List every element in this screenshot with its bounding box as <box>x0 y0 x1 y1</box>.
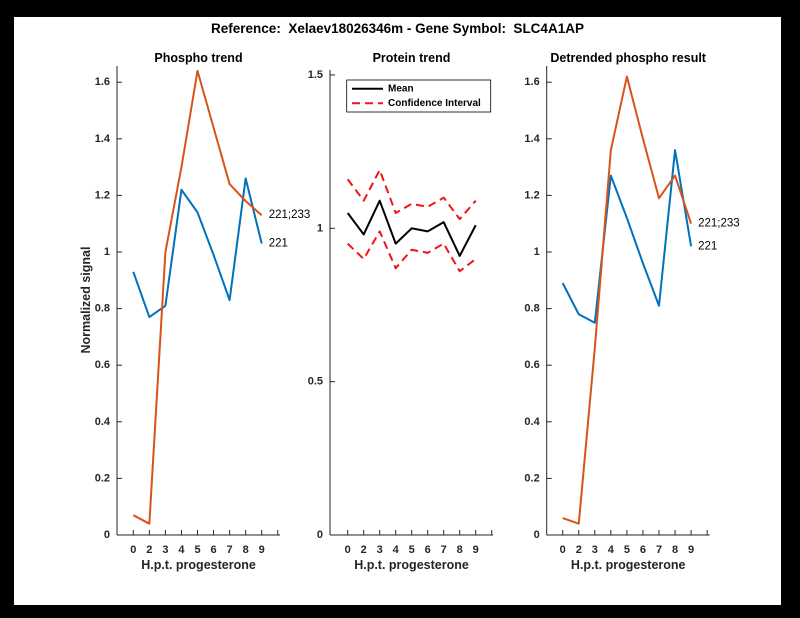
x-tick-label: 2 <box>146 544 152 556</box>
legend-label: Mean <box>388 83 414 94</box>
x-tick-label: 3 <box>162 544 168 556</box>
x-tick-label: 5 <box>624 544 630 556</box>
x-axis-label: H.p.t. progesterone <box>354 558 469 572</box>
y-tick-label: 1.4 <box>524 133 540 145</box>
panel-phospho-trend: 0 2 3 4 5 6 7 8 900.20.40.60.811.21.41.6Phospho … <box>79 51 310 572</box>
series-line-mean <box>346 199 477 257</box>
y-tick-label: 0.5 <box>308 376 323 388</box>
y-tick-label: 0.4 <box>95 416 111 428</box>
y-tick-label: 1 <box>104 246 110 258</box>
y-tick-label: 1 <box>317 222 323 234</box>
x-tick-label: 6 <box>640 544 646 556</box>
x-tick-label: 7 <box>227 544 233 556</box>
y-tick-label: 1.6 <box>95 76 110 88</box>
y-tick-label: 0.4 <box>524 416 540 428</box>
series-end-label: 221;233 <box>698 218 740 230</box>
x-tick-label: 4 <box>393 544 400 556</box>
y-tick-label: 0 <box>104 529 110 541</box>
x-tick-label: 6 <box>210 544 216 556</box>
x-tick-label: 2 <box>576 544 582 556</box>
series-end-label: 221 <box>269 238 288 250</box>
series-end-label: 221 <box>698 240 717 252</box>
y-tick-label: 0.2 <box>524 472 539 484</box>
y-axis-label: Normalized signal <box>79 247 93 354</box>
panel-title: Protein trend <box>373 51 451 65</box>
series-line-221-233 <box>132 69 263 525</box>
x-tick-label: 9 <box>473 544 479 556</box>
x-tick-label: 7 <box>656 544 662 556</box>
series-line-confidence-interval-upper <box>346 169 477 221</box>
y-tick-label: 0.8 <box>95 303 110 315</box>
legend: Mean Confidence Interval <box>346 79 492 113</box>
x-tick-label: 3 <box>592 544 598 556</box>
panel-title: Detrended phospho result <box>550 51 706 65</box>
y-tick-label: 1.2 <box>95 189 110 201</box>
x-tick-label: 8 <box>243 544 249 556</box>
x-tick-label: 5 <box>194 544 200 556</box>
series-line-221-233 <box>562 75 693 525</box>
x-tick-label: 5 <box>409 544 415 556</box>
x-tick-label: 9 <box>259 544 265 556</box>
y-tick-label: 1.5 <box>308 69 323 81</box>
y-tick-label: 1.2 <box>524 189 539 201</box>
y-tick-label: 1 <box>534 246 540 258</box>
y-tick-label: 1.6 <box>524 76 539 88</box>
figure-canvas: Reference: Xelaev18026346m - Gene Symbol… <box>14 17 781 605</box>
y-tick-label: 1.4 <box>95 133 111 145</box>
y-tick-label: 0.8 <box>524 303 539 315</box>
legend-label: Confidence Interval <box>388 98 481 109</box>
y-tick-label: 0.6 <box>524 359 539 371</box>
x-tick-label: 3 <box>377 544 383 556</box>
panels-group: 0 2 3 4 5 6 7 8 900.20.40.60.811.21.41.6Phospho … <box>79 51 740 572</box>
x-tick-label: 0 <box>560 544 566 556</box>
series-end-label: 221;233 <box>269 209 311 221</box>
x-tick-label: 7 <box>441 544 447 556</box>
y-tick-label: 0 <box>534 529 540 541</box>
panel-detrended-phospho-result: 0 2 3 4 5 6 7 8 900.20.40.60.811.21.41.6Detrende… <box>524 51 739 572</box>
y-tick-label: 0.2 <box>95 472 110 484</box>
x-tick-label: 4 <box>608 544 615 556</box>
x-tick-label: 8 <box>457 544 463 556</box>
x-tick-label: 8 <box>672 544 678 556</box>
x-axis-label: H.p.t. progesterone <box>571 558 686 572</box>
x-tick-label: 0 <box>130 544 136 556</box>
series-line-221 <box>561 149 693 324</box>
x-axis-label: H.p.t. progesterone <box>141 558 256 572</box>
legend-box <box>346 79 492 113</box>
panel-title: Phospho trend <box>154 51 242 65</box>
figure-plot-area: 0 2 3 4 5 6 7 8 900.20.40.60.811.21.41.6Phospho … <box>79 51 740 572</box>
x-tick-label: 0 <box>345 544 351 556</box>
x-tick-label: 4 <box>178 544 185 556</box>
figure-title: Reference: Xelaev18026346m - Gene Symbol… <box>211 21 584 36</box>
x-tick-label: 9 <box>688 544 694 556</box>
y-tick-label: 0 <box>317 529 323 541</box>
series-line-221 <box>132 177 263 319</box>
x-tick-label: 2 <box>361 544 367 556</box>
y-tick-label: 0.6 <box>95 359 110 371</box>
series-line-confidence-interval-lower <box>347 230 477 273</box>
x-tick-label: 6 <box>425 544 431 556</box>
